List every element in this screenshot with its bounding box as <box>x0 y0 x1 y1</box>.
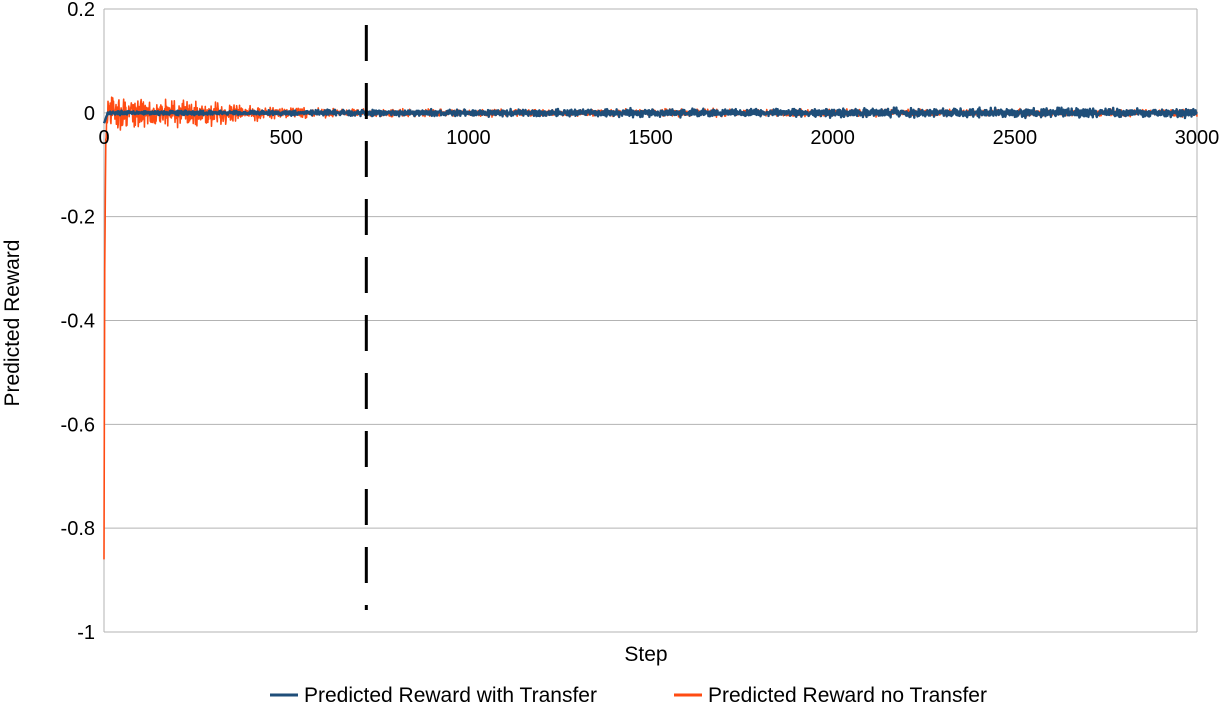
x-tick-label: 3000 <box>1175 127 1220 149</box>
x-tick-label: 1500 <box>628 127 673 149</box>
legend-item-no-transfer: Predicted Reward no Transfer <box>674 684 987 704</box>
x-tick-label: 1000 <box>446 127 491 149</box>
x-tick-label: 2000 <box>810 127 855 149</box>
series-line-with-transfer <box>102 106 1198 124</box>
x-tick-label: 0 <box>98 127 109 149</box>
y-tick-label: -0.4 <box>61 311 95 333</box>
x-tick-label: 2500 <box>993 127 1038 149</box>
x-axis-title: Step <box>624 643 667 666</box>
legend-label-with-transfer: Predicted Reward with Transfer <box>304 684 597 704</box>
x-tick-label: 500 <box>269 127 302 149</box>
y-tick-label: -0.6 <box>61 414 95 436</box>
series-line-no-transfer <box>103 96 1198 560</box>
legend-label-no-transfer: Predicted Reward no Transfer <box>708 684 987 704</box>
y-tick-labels: 0.2 0 -0.2 -0.4 -0.6 -0.8 -1 <box>61 0 95 644</box>
legend: Predicted Reward with Transfer Predicted… <box>270 684 987 704</box>
y-tick-label: -1 <box>77 622 95 644</box>
series-lines <box>102 96 1198 560</box>
y-axis-title: Predicted Reward <box>1 240 24 407</box>
y-tick-label: -0.2 <box>61 207 95 229</box>
legend-item-with-transfer: Predicted Reward with Transfer <box>270 684 597 704</box>
y-tick-label: 0 <box>84 103 95 125</box>
x-tick-labels: 0 500 1000 1500 2000 2500 3000 <box>98 127 1219 149</box>
grid-lines <box>104 8 1197 633</box>
y-tick-label: -0.8 <box>61 518 95 540</box>
y-tick-label: 0.2 <box>67 0 95 21</box>
